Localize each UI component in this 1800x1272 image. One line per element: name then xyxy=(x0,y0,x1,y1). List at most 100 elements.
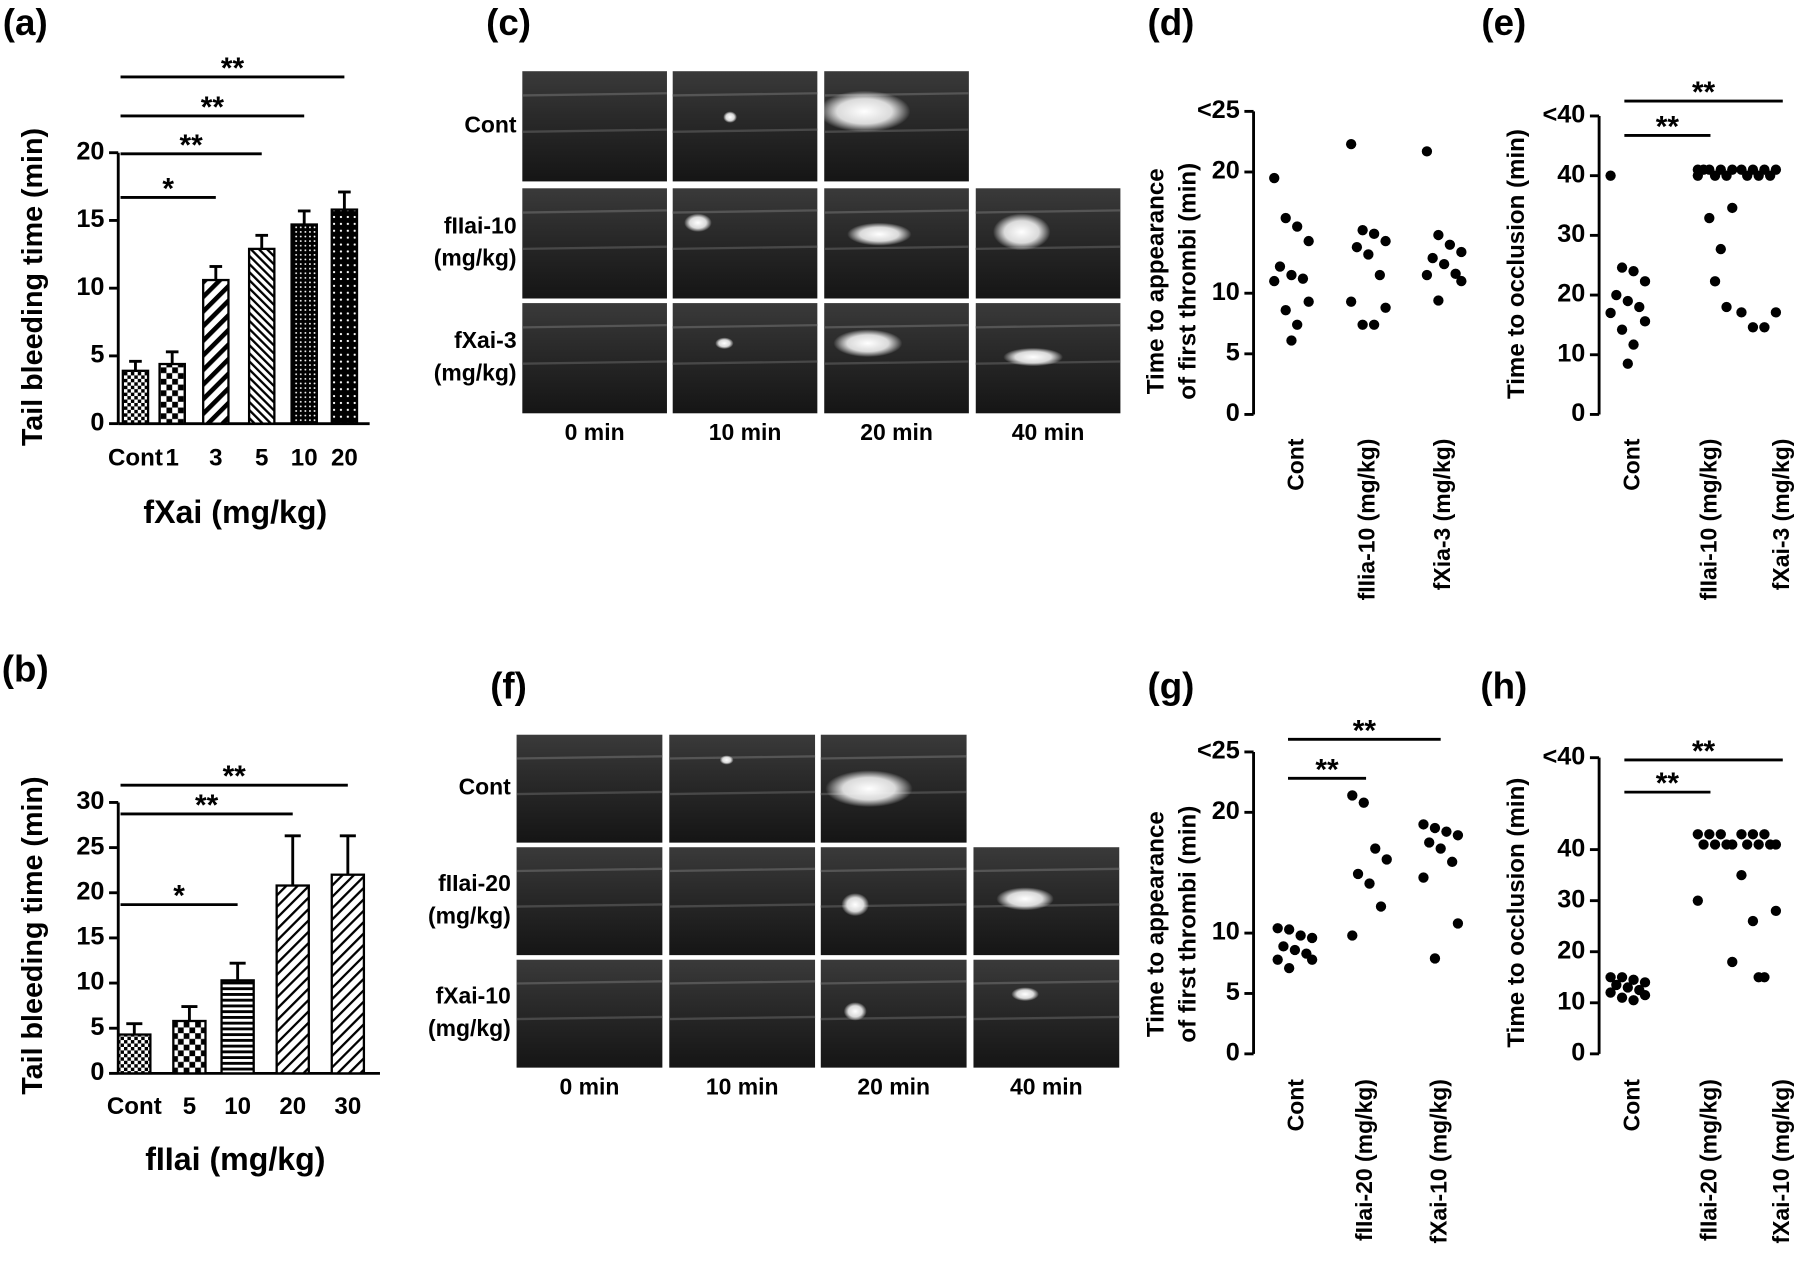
dot xyxy=(1357,319,1368,330)
dot xyxy=(1698,839,1709,850)
y-tick-label: 10 xyxy=(76,968,104,996)
significance-label: ** xyxy=(180,129,204,162)
y-tick-label: 0 xyxy=(1571,1039,1585,1067)
x-tick-label: Cont xyxy=(108,445,163,472)
dot xyxy=(1283,962,1295,974)
x-axis-label: fIIai (mg/kg) xyxy=(145,1141,325,1177)
y-tick-label: 30 xyxy=(76,787,104,815)
dot xyxy=(1280,212,1291,224)
vessel-edge xyxy=(669,867,816,873)
y-tick-label: 20 xyxy=(1212,157,1240,185)
y-axis-label: Tail bleeding time (min) xyxy=(17,128,49,446)
y-tick-label: 10 xyxy=(1212,278,1240,306)
dot xyxy=(1358,797,1369,808)
x-tick-label: Cont xyxy=(107,1093,162,1120)
dot xyxy=(1736,307,1747,318)
dot xyxy=(1444,239,1456,250)
significance-label: ** xyxy=(1656,110,1680,143)
bar xyxy=(121,369,150,425)
dot xyxy=(1450,268,1461,279)
bar xyxy=(330,873,366,1075)
column-label: 40 min xyxy=(1012,419,1085,445)
dot xyxy=(1368,228,1380,239)
x-tick-label: fIIai-20 (mg/kg) xyxy=(1351,1079,1377,1241)
x-tick-label: Cont xyxy=(1282,1079,1308,1132)
significance-label: ** xyxy=(1315,753,1339,786)
dot xyxy=(1370,843,1381,854)
vessel-edge xyxy=(824,323,969,329)
y-tick-label: 5 xyxy=(90,1013,104,1041)
column-label: 20 min xyxy=(857,1073,930,1099)
dot xyxy=(1456,246,1467,258)
thrombus xyxy=(719,755,734,765)
microscopy-image xyxy=(522,303,667,414)
panel-label: (b) xyxy=(2,648,49,689)
microscopy-image xyxy=(522,71,667,182)
thrombus xyxy=(825,770,913,808)
dot xyxy=(1759,829,1770,840)
vessel-edge xyxy=(975,245,1121,251)
vessel-edge xyxy=(669,980,816,985)
dot xyxy=(1747,322,1759,333)
x-axis-label: fXai (mg/kg) xyxy=(143,494,327,530)
dot xyxy=(1278,941,1289,952)
dot xyxy=(1709,839,1721,850)
dot xyxy=(1269,275,1280,287)
panel-label: (e) xyxy=(1481,2,1526,43)
y-tick-label: 10 xyxy=(1557,987,1585,1015)
dot xyxy=(1364,878,1375,889)
y-tick-label: 40 xyxy=(1557,834,1585,862)
dot xyxy=(1438,258,1450,270)
dot xyxy=(1747,829,1759,840)
dot xyxy=(1622,982,1633,993)
x-tick-label: fIIia-10 (mg/kg) xyxy=(1353,439,1379,601)
microscopy-image xyxy=(672,71,818,182)
vessel-edge xyxy=(973,867,1120,873)
y-tick-label: 20 xyxy=(1212,797,1240,825)
panel-label: (f) xyxy=(490,666,527,707)
dot xyxy=(1770,905,1782,917)
thrombus xyxy=(818,90,911,133)
dot xyxy=(1611,979,1622,991)
significance-label: ** xyxy=(1353,714,1377,747)
dot xyxy=(1283,924,1295,935)
y-tick-label: 0 xyxy=(90,408,104,436)
row-label: Cont xyxy=(459,774,512,800)
y-top-label: <40 xyxy=(1542,742,1585,770)
thrombus xyxy=(992,213,1051,251)
dot xyxy=(1622,358,1633,369)
panel-label: (h) xyxy=(1480,666,1527,707)
x-tick-label: fXia-3 (mg/kg) xyxy=(1429,439,1455,591)
vessel-edge xyxy=(522,360,667,365)
panel-label: (d) xyxy=(1147,2,1194,43)
y-axis-label: Time to appearance xyxy=(1143,168,1170,394)
row-label: (mg/kg) xyxy=(434,245,517,271)
thrombus xyxy=(684,213,712,232)
y-tick-label: 5 xyxy=(1226,339,1240,367)
y-tick-label: 20 xyxy=(1557,936,1585,964)
dot xyxy=(1441,826,1452,837)
dot xyxy=(1704,212,1715,224)
dot xyxy=(1295,930,1306,941)
vessel-edge xyxy=(516,1015,663,1021)
thrombus xyxy=(841,893,870,917)
bar xyxy=(330,208,359,425)
dot xyxy=(1363,249,1374,260)
x-tick-label: 30 xyxy=(334,1093,361,1120)
thrombus xyxy=(833,329,903,358)
x-tick-label: 10 xyxy=(291,445,318,472)
microscopy-image xyxy=(522,188,667,299)
dot xyxy=(1347,930,1358,941)
x-tick-label: fIIai-20 (mg/kg) xyxy=(1696,1079,1722,1241)
vessel-edge xyxy=(516,755,663,760)
vessel-edge xyxy=(669,755,816,760)
dot xyxy=(1639,977,1651,988)
y-axis-label: of first thrombi (min) xyxy=(1175,806,1202,1043)
dot xyxy=(1628,339,1639,350)
dot xyxy=(1742,839,1753,850)
dot xyxy=(1764,170,1776,181)
x-tick-label: 5 xyxy=(255,445,268,472)
x-tick-label: 20 xyxy=(331,445,358,472)
